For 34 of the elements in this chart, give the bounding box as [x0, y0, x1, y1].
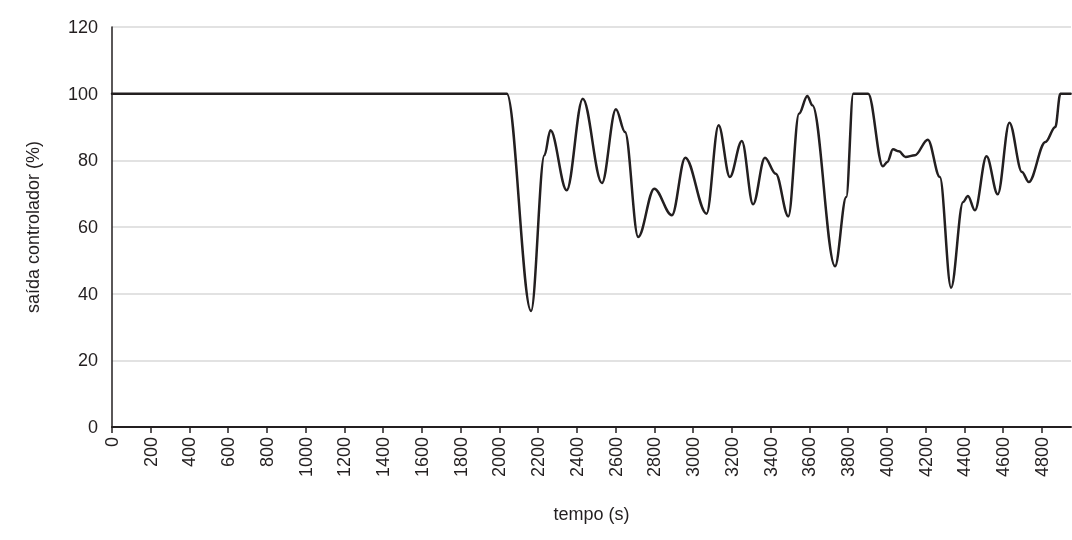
- x-tick-label: 1800: [450, 437, 471, 478]
- x-tick-label: 200: [140, 437, 161, 468]
- x-tick-label: 3000: [683, 437, 704, 478]
- y-tick-label: 60: [77, 217, 98, 237]
- x-tick-label: 600: [218, 437, 239, 468]
- x-tick-label: 3200: [721, 437, 742, 478]
- y-tick-label: 80: [77, 150, 98, 171]
- x-tick-label: 1600: [411, 437, 432, 478]
- y-tick-label: 0: [87, 417, 98, 437]
- x-tick-label: 2200: [528, 437, 549, 478]
- y-tick-label: 100: [67, 83, 98, 104]
- x-tick-label: 3600: [799, 437, 820, 478]
- x-tick-label: 400: [179, 437, 200, 468]
- x-tick-label: 800: [256, 437, 277, 468]
- x-tick-label: 0: [102, 437, 122, 448]
- x-tick-label: 1200: [334, 437, 355, 478]
- x-axis-title: tempo (s): [553, 504, 630, 524]
- x-tick-label: 3400: [760, 437, 781, 478]
- x-tick-label: 2400: [566, 437, 587, 478]
- y-tick-label: 40: [77, 283, 98, 304]
- x-tick-label: 2000: [489, 437, 510, 478]
- x-tick-label: 1400: [373, 437, 394, 478]
- x-tick-label: 2600: [605, 437, 626, 478]
- x-tick-label: 3800: [838, 437, 859, 478]
- x-tick-label: 2800: [644, 437, 665, 478]
- y-tick-label: 120: [67, 17, 98, 37]
- x-tick-label: 1000: [295, 437, 316, 478]
- y-tick-label: 20: [77, 350, 98, 371]
- y-axis-title: saída controlador (%): [23, 140, 43, 314]
- x-tick-label: 4200: [915, 437, 936, 478]
- x-tick-label: 4000: [876, 437, 897, 478]
- x-tick-label: 4600: [993, 437, 1014, 478]
- x-tick-label: 4800: [1031, 437, 1052, 478]
- x-tick-label: 4400: [954, 437, 975, 478]
